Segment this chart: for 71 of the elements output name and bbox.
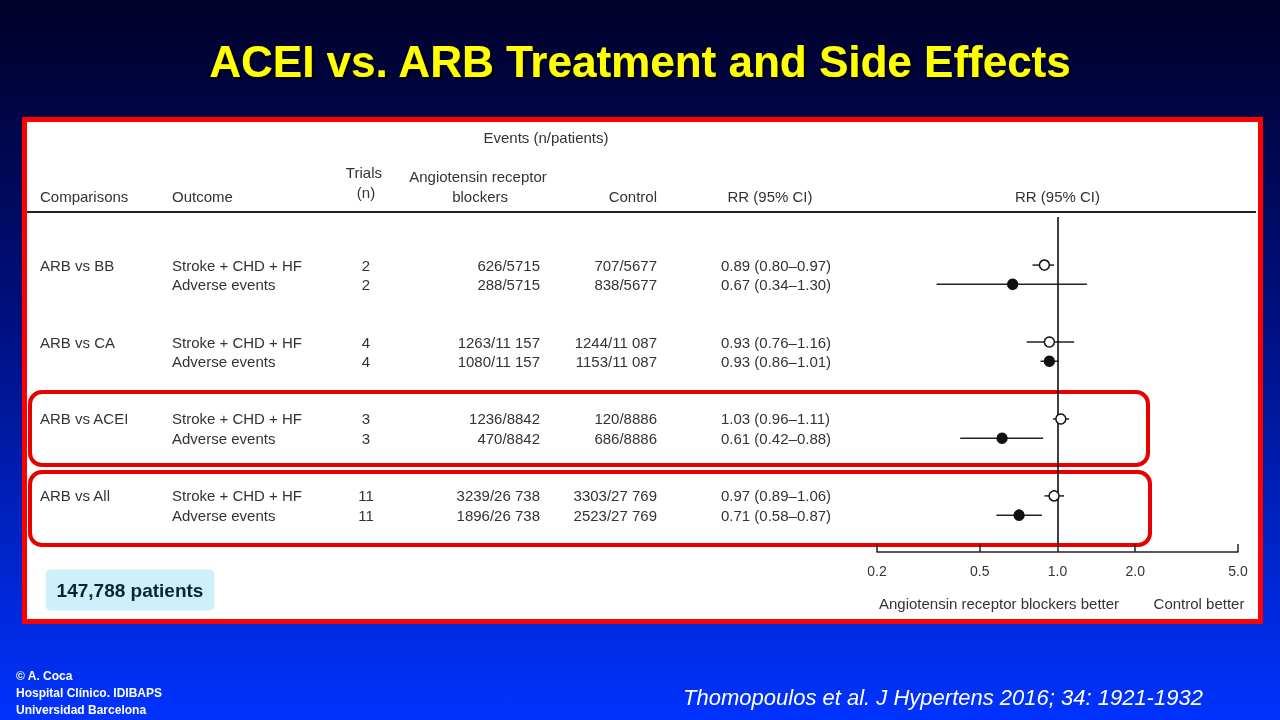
point: [1038, 259, 1051, 271]
text: 626/5715: [477, 256, 540, 274]
text: ARB vs BB: [40, 256, 115, 274]
text: 0.61 (0.42–0.88): [721, 429, 832, 447]
text: Thomopoulos et al. J Hypertens 2016; 34: 1921-1932: [683, 684, 1203, 710]
text: RR (95% CI): [727, 187, 813, 205]
text: 3303/27 769: [573, 487, 657, 505]
chart-title: ACEI vs. ARB Treatment and Side Effects: [209, 36, 1071, 86]
x-tick-label: 0.2: [867, 563, 887, 579]
text: 1263/11 157: [457, 333, 540, 351]
text: Trials (n): [345, 163, 387, 201]
point: [1043, 355, 1056, 368]
x-tick-label: 5.0: [1228, 563, 1248, 579]
text: Stroke + CHD + HF: [172, 410, 303, 428]
point: [1048, 490, 1060, 502]
x-tick-label: 1.0: [1047, 563, 1068, 579]
text: 4: [361, 333, 371, 351]
text: Angiotensin receptor blockers better: [878, 594, 1120, 612]
text: 1244/11 087: [574, 333, 657, 351]
text: Adverse events: [172, 429, 276, 447]
text: 0.67 (0.34–1.30): [721, 275, 832, 293]
text: ARB vs ACEI: [40, 410, 129, 428]
text: © A. Coca: [16, 669, 73, 683]
text: ARB vs All: [40, 487, 111, 505]
point: [1006, 278, 1019, 291]
text: 686/8886: [594, 429, 657, 447]
text: 1236/8842: [469, 410, 540, 428]
text: 288/5715: [477, 275, 540, 293]
text: 0.97 (0.89–1.06): [721, 487, 832, 505]
x-tick-label: 2.0: [1125, 563, 1146, 579]
text: 120/8886: [594, 410, 657, 428]
text: 2: [361, 275, 371, 293]
text: Control better: [1153, 594, 1245, 612]
point: [1043, 336, 1056, 348]
text: Adverse events: [172, 352, 276, 370]
text: Stroke + CHD + HF: [172, 487, 303, 505]
text: Stroke + CHD + HF: [172, 256, 303, 274]
text: 1080/11 157: [457, 352, 540, 370]
text: Comparisons: [40, 187, 129, 205]
text: 11: [358, 506, 374, 524]
text: Universidad Barcelona: [16, 703, 147, 717]
text: 707/5677: [594, 256, 657, 274]
text: 0.71 (0.58–0.87): [721, 506, 832, 524]
text: 11: [358, 487, 374, 505]
text: 838/5677: [594, 275, 657, 293]
text: 3: [361, 410, 371, 428]
text: Stroke + CHD + HF: [172, 333, 303, 351]
text: 2: [361, 256, 371, 274]
text: 470/8842: [477, 429, 540, 447]
text: 0.93 (0.76–1.16): [721, 333, 832, 351]
text: 2523/27 769: [573, 506, 657, 524]
text: Adverse events: [172, 275, 276, 293]
text: 4: [361, 352, 371, 370]
text: ARB vs CA: [40, 333, 116, 351]
text: Outcome: [172, 187, 233, 205]
point: [1013, 509, 1025, 521]
text: 0.93 (0.86–1.01): [721, 352, 832, 370]
text: 1153/11 087: [575, 352, 657, 370]
text: 0.89 (0.80–0.97): [721, 256, 832, 274]
text: 1.03 (0.96–1.11): [721, 410, 830, 428]
x-axis-title: RR (95% CI): [1014, 187, 1101, 205]
text: 1896/26 738: [456, 506, 540, 524]
text: 3239/26 738: [456, 487, 540, 505]
text: Hospital Clínico. IDIBAPS: [16, 686, 163, 700]
text: 3: [361, 429, 371, 447]
text: Angiotensin receptor blockers: [409, 167, 547, 205]
text: Control: [608, 187, 657, 205]
text: 147,788 patients: [56, 579, 204, 601]
text: Adverse events: [172, 506, 276, 524]
text: Events (n/patients): [483, 128, 609, 146]
x-tick-label: 0.5: [970, 563, 990, 579]
